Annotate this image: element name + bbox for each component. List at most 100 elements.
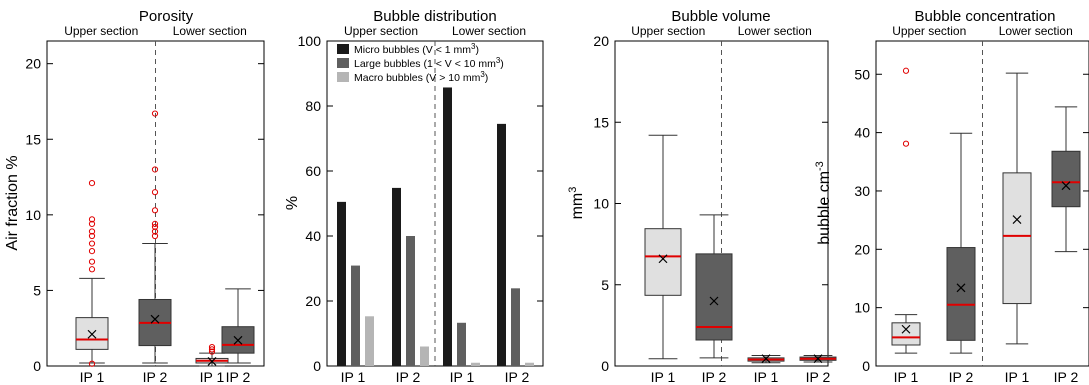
- legend-label-text: Macro bubbles (V > 10 mm: [354, 72, 481, 84]
- section-label: Upper section: [344, 24, 418, 38]
- x-tick-label: IP 1: [80, 369, 105, 385]
- y-tick-label: 50: [854, 66, 870, 82]
- box-outlier: [88, 232, 96, 240]
- x-tick-label: IP 2: [226, 369, 251, 385]
- box-outlier: [208, 344, 216, 351]
- y-tick-label: 15: [593, 114, 609, 130]
- y-axis-label-text: bubble cm: [816, 171, 833, 245]
- porosity-panel: Porosity Upper section Lower section 0 5 10 1…: [4, 8, 265, 385]
- box-outlier: [208, 346, 216, 353]
- box-body: [644, 228, 682, 296]
- box-mean-marker: [1061, 181, 1071, 191]
- y-tick-label: 10: [25, 207, 41, 223]
- bar-1-0: [351, 265, 360, 366]
- x-tick-label: IP 2: [1054, 369, 1079, 385]
- box-outlier: [88, 240, 96, 247]
- bar-1-2: [457, 322, 466, 366]
- y-tick-label: 60: [305, 163, 321, 179]
- box-outlier: [88, 179, 96, 187]
- y-tick-label: 20: [854, 241, 870, 257]
- y-tick-label: 100: [298, 33, 322, 49]
- bar-2-3: [525, 362, 534, 366]
- box-outlier: [151, 110, 159, 117]
- box-outlier: [88, 266, 96, 273]
- box-mean-marker: [658, 254, 668, 264]
- legend-swatch: [337, 72, 349, 82]
- y-axis-label: Air fraction %: [4, 155, 21, 250]
- box-outlier: [151, 232, 159, 240]
- box-outlier: [88, 216, 96, 223]
- y-axis-label: mm3: [567, 187, 586, 220]
- box-mean-marker: [233, 335, 243, 345]
- y-axis-label: %: [284, 196, 301, 210]
- legend-swatch: [337, 44, 349, 54]
- box-mean-marker: [1012, 215, 1022, 224]
- y-tick-label: 20: [305, 293, 321, 309]
- bar-2-2: [471, 362, 480, 366]
- legend-swatch: [337, 58, 349, 68]
- y-axis-label-superscript: 3: [567, 187, 579, 193]
- box-outlier: [151, 207, 159, 214]
- bar-1-3: [511, 288, 520, 366]
- legend-label-tail: ): [475, 44, 479, 56]
- y-tick-label: 0: [33, 358, 41, 374]
- y-tick-label: 10: [854, 300, 870, 316]
- bubble-concentration-panel: Bubble concentration Upper section Lower …: [814, 8, 1089, 385]
- box-mean-marker: [207, 357, 217, 366]
- legend-label-superscript: 3: [480, 70, 485, 79]
- y-tick-label: 5: [33, 282, 41, 298]
- box-body: [1051, 150, 1081, 208]
- x-tick-label: IP 2: [396, 369, 421, 385]
- y-tick-label: 40: [854, 125, 870, 141]
- bar-2-0: [365, 316, 374, 366]
- bar-0-0: [337, 201, 346, 366]
- box-mean-marker: [901, 324, 911, 334]
- box-mean-marker: [813, 354, 823, 364]
- legend-label-superscript: 3: [496, 56, 501, 65]
- box-outlier: [151, 228, 159, 235]
- box-outlier: [151, 220, 159, 228]
- box-mean-marker: [87, 329, 97, 339]
- box-outlier: [208, 348, 216, 355]
- box-outlier: [151, 166, 159, 173]
- section-label: Lower section: [999, 24, 1073, 38]
- x-tick-label: IP 2: [505, 369, 530, 385]
- section-label: Upper section: [64, 24, 138, 38]
- porosity-title: Porosity: [139, 8, 194, 25]
- box-mean-marker: [150, 314, 160, 324]
- bubble-distribution-panel: Bubble distribution Upper section Lower s…: [284, 8, 544, 385]
- box-body: [891, 322, 921, 346]
- box-outlier: [88, 360, 96, 367]
- section-label: Upper section: [631, 24, 705, 38]
- legend-label: Large bubbles (1 < V < 10 mm3): [354, 56, 504, 70]
- legend-label-superscript: 3: [471, 42, 476, 51]
- legend-label-text: Micro bubbles (V < 1 mm: [354, 44, 471, 56]
- bubble-volume-title: Bubble volume: [671, 8, 770, 25]
- bar-1-1: [406, 236, 415, 366]
- box-outlier: [151, 189, 159, 196]
- section-label: Lower section: [173, 24, 247, 38]
- y-tick-label: 10: [593, 196, 609, 212]
- y-tick-label: 0: [862, 358, 870, 374]
- x-tick-label: IP 1: [450, 369, 475, 385]
- box-outlier: [88, 248, 96, 255]
- y-axis-label-text: %: [284, 196, 301, 210]
- box-outlier: [902, 140, 910, 147]
- x-tick-label: IP 1: [754, 369, 779, 385]
- box-body: [695, 253, 733, 341]
- box-body: [1002, 172, 1032, 305]
- bubble-volume-panel: Bubble volume Upper section Lower section…: [567, 8, 837, 385]
- legend-label: Micro bubbles (V < 1 mm3): [354, 42, 479, 56]
- y-tick-label: 0: [601, 358, 609, 374]
- x-tick-label: IP 1: [894, 369, 919, 385]
- box-outlier: [88, 258, 96, 265]
- section-label: Lower section: [738, 24, 812, 38]
- bar-0-3: [497, 123, 506, 366]
- x-tick-label: IP 1: [200, 369, 225, 385]
- x-tick-label: IP 2: [702, 369, 727, 385]
- legend-label-text: Large bubbles (1 < V < 10 mm: [354, 58, 496, 70]
- box-mean-marker: [956, 283, 966, 293]
- y-tick-label: 80: [305, 98, 321, 114]
- bar-0-2: [443, 87, 452, 366]
- x-tick-label: IP 1: [341, 369, 366, 385]
